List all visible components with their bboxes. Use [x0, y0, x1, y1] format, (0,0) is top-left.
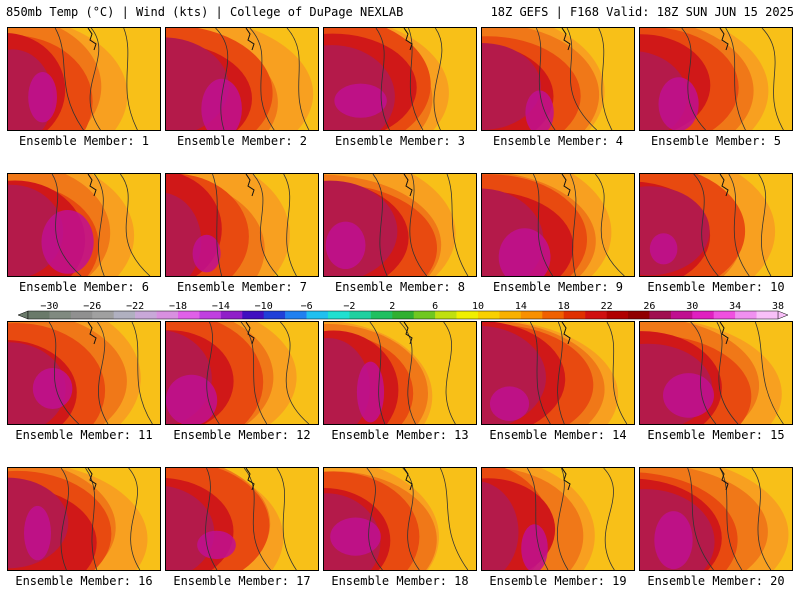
colorbar-segment [135, 311, 157, 319]
colorbar-segment [285, 311, 307, 319]
colorbar-tick-label: −2 [343, 301, 355, 312]
ensemble-member-3-map [323, 27, 477, 131]
colorbar-segment [242, 311, 265, 319]
colorbar-tick-label: 2 [389, 301, 395, 312]
ensemble-member-6-label: Ensemble Member: 6 [18, 280, 150, 294]
colorbar-tick-label: −30 [40, 301, 58, 312]
ensemble-member-15-label: Ensemble Member: 15 [647, 428, 785, 442]
colorbar-tick-label: −22 [126, 301, 144, 312]
ensemble-member-15-map [639, 321, 793, 425]
colorbar-segment [178, 311, 200, 319]
ensemble-member-14-label: Ensemble Member: 14 [489, 428, 627, 442]
ensemble-member-3-label: Ensemble Member: 3 [334, 134, 466, 148]
ensemble-member-13-label: Ensemble Member: 13 [331, 428, 469, 442]
ensemble-member-13-map [323, 321, 477, 425]
colorbar-segment [349, 311, 372, 319]
colorbar-segment [499, 311, 522, 319]
temperature-colorbar: −30 −26 −22 −18 −14 −10 −6 −2 2 6 10 14 18 22 26 30 34 38… [18, 301, 788, 320]
colorbar-segment [156, 311, 179, 319]
ensemble-member-16-map [7, 467, 161, 571]
ensemble-member-1-map [7, 27, 161, 131]
map-title: 850mb Temp (°C) | Wind (kts) | College o… [6, 5, 404, 19]
colorbar-high-arrow [777, 310, 788, 320]
ensemble-member-7-map [165, 173, 319, 277]
colorbar-segment [435, 311, 457, 319]
colorbar-tick-label: 34 [729, 301, 741, 312]
colorbar-segment [49, 311, 72, 319]
colorbar-segment [735, 311, 757, 319]
colorbar-tick-label: −6 [301, 301, 313, 312]
ensemble-member-20-map [639, 467, 793, 571]
colorbar-tick-label: −14 [212, 301, 230, 312]
colorbar-segment [520, 311, 543, 319]
colorbar-tick-label: 18 [558, 301, 570, 312]
ensemble-member-5-map [639, 27, 793, 131]
ensemble-member-10-map [639, 173, 793, 277]
ensemble-member-12-label: Ensemble Member: 12 [173, 428, 311, 442]
ensemble-member-9-label: Ensemble Member: 9 [492, 280, 624, 294]
colorbar-segment [413, 311, 436, 319]
colorbar-segment [692, 311, 715, 319]
ensemble-member-9-map [481, 173, 635, 277]
ensemble-member-5-label: Ensemble Member: 5 [650, 134, 782, 148]
colorbar-tick-label: −26 [83, 301, 101, 312]
ensemble-member-20-label: Ensemble Member: 20 [647, 574, 785, 588]
colorbar-tick-label: 26 [643, 301, 655, 312]
ensemble-member-19-label: Ensemble Member: 19 [489, 574, 627, 588]
colorbar-segment [70, 311, 93, 319]
colorbar-segment [392, 311, 415, 319]
colorbar-segment [649, 311, 672, 319]
ensemble-member-2-label: Ensemble Member: 2 [176, 134, 308, 148]
colorbar-segment [113, 311, 136, 319]
colorbar-segment [328, 311, 350, 319]
colorbar-segment [563, 311, 586, 319]
colorbar-segment [585, 311, 607, 319]
ensemble-member-8-map [323, 173, 477, 277]
colorbar-segment [478, 311, 500, 319]
ensemble-member-11-label: Ensemble Member: 11 [15, 428, 153, 442]
colorbar-segment [306, 311, 329, 319]
ensemble-member-2-map [165, 27, 319, 131]
colorbar-tick-label: 38 [772, 301, 784, 312]
colorbar-segment [220, 311, 243, 319]
colorbar-tick-label: 10 [472, 301, 484, 312]
ensemble-member-4-label: Ensemble Member: 4 [492, 134, 624, 148]
colorbar-segment [628, 311, 650, 319]
ensemble-member-16-label: Ensemble Member: 16 [15, 574, 153, 588]
colorbar-segment [542, 311, 565, 319]
ensemble-member-12-map [165, 321, 319, 425]
ensemble-member-19-map [481, 467, 635, 571]
colorbar-segment [92, 311, 115, 319]
colorbar-segment [713, 311, 736, 319]
ensemble-member-10-label: Ensemble Member: 10 [647, 280, 785, 294]
colorbar-segment [756, 311, 779, 319]
ensemble-member-7-label: Ensemble Member: 7 [176, 280, 308, 294]
ensemble-member-8-label: Ensemble Member: 8 [334, 280, 466, 294]
ensemble-member-17-map [165, 467, 319, 571]
colorbar-segment [456, 311, 479, 319]
colorbar-segment [28, 311, 50, 319]
colorbar-tick-label: −10 [255, 301, 273, 312]
model-run-info: 18Z GEFS | F168 Valid: 18Z SUN JUN 15 20… [490, 5, 794, 19]
ensemble-member-18-map [323, 467, 477, 571]
ensemble-member-17-label: Ensemble Member: 17 [173, 574, 311, 588]
colorbar-tick-label: 6 [432, 301, 438, 312]
colorbar-tick-label: −18 [169, 301, 187, 312]
ensemble-member-6-map [7, 173, 161, 277]
ensemble-member-4-map [481, 27, 635, 131]
colorbar-segment [370, 311, 393, 319]
ensemble-member-11-map [7, 321, 161, 425]
colorbar-segment [199, 311, 222, 319]
colorbar-segment [606, 311, 629, 319]
colorbar-tick-label: 14 [515, 301, 527, 312]
colorbar-low-arrow [18, 310, 29, 320]
colorbar-tick-label: 30 [686, 301, 698, 312]
ensemble-member-18-label: Ensemble Member: 18 [331, 574, 469, 588]
colorbar-tick-label: 22 [601, 301, 613, 312]
colorbar-segment [263, 311, 286, 319]
colorbar-segment [670, 311, 693, 319]
ensemble-member-14-map [481, 321, 635, 425]
ensemble-member-1-label: Ensemble Member: 1 [18, 134, 150, 148]
